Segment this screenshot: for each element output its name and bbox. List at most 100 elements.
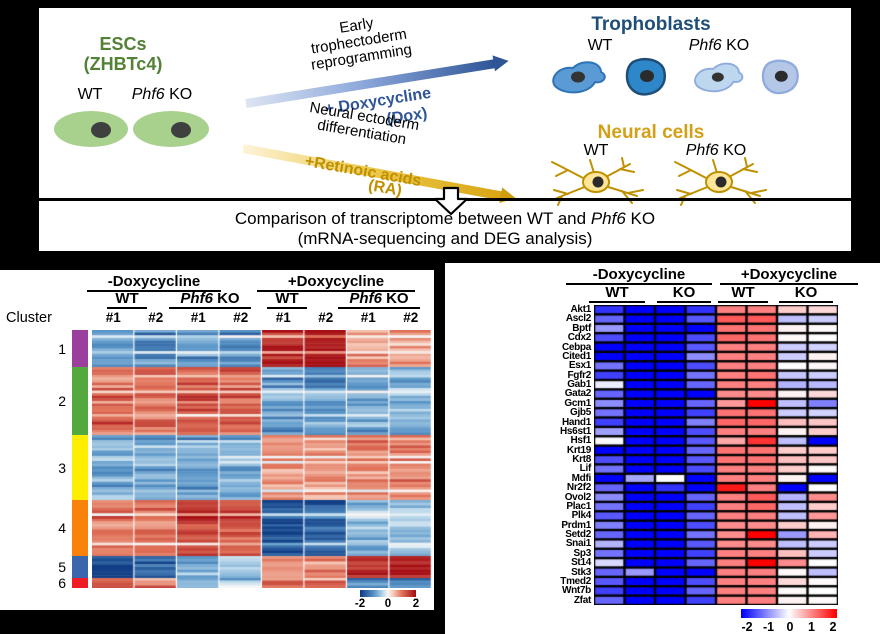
gene-label: St14 xyxy=(571,557,591,569)
cluster-heatmap-canvas xyxy=(92,330,432,588)
gene-label: Sp3 xyxy=(573,547,592,559)
genotype-header: WT xyxy=(107,291,147,309)
neuron-nucleus xyxy=(592,176,604,188)
esc-title: ESCs (ZHBTc4) xyxy=(53,34,193,74)
condition-header: -Doxycycline xyxy=(87,274,221,292)
cluster-bar-segment xyxy=(72,500,88,556)
cluster-number: 3 xyxy=(58,459,66,476)
troph-ko-spread-nucleus xyxy=(711,72,724,82)
gene-label: Plk4 xyxy=(571,510,592,522)
comparison-line2: (mRNA-sequencing and DEG analysis) xyxy=(297,229,593,248)
trophoblasts-title: Trophoblasts xyxy=(591,14,711,35)
genotype-text: WT xyxy=(115,290,139,307)
neural-wt-neuron xyxy=(551,157,644,206)
troph-wt-spread-nucleus xyxy=(571,71,585,83)
gene-label: Wnt7b xyxy=(561,585,591,597)
genotype-header: KO xyxy=(779,285,833,303)
gene-label: Hand1 xyxy=(561,416,591,428)
down-arrow-icon xyxy=(433,186,469,216)
esc-title-line1: ESCs xyxy=(99,34,147,54)
cluster-bar-segment xyxy=(72,435,88,500)
esc-ko-cell xyxy=(133,111,209,147)
condition-header: -Doxycycline xyxy=(566,267,712,285)
genotype-text: WT xyxy=(731,284,755,301)
gene-label: Zfat xyxy=(573,594,591,606)
genotype-header: WT xyxy=(718,285,768,303)
trophoblast-wt-cells xyxy=(552,58,666,96)
replicate-label: #1 xyxy=(190,310,206,325)
cluster-axis-label: Cluster xyxy=(6,310,52,326)
genotype-text: KO xyxy=(381,290,409,307)
esc-title-line2: (ZHBTc4) xyxy=(83,54,163,74)
genotype-text: KO xyxy=(672,284,696,301)
gene-label: Ovol2 xyxy=(564,491,592,503)
colorbar-tick-label: -2 xyxy=(741,620,753,634)
gene-label: Plac1 xyxy=(566,500,591,512)
cluster-number: 2 xyxy=(58,393,66,409)
esc-wt-label: WT xyxy=(77,86,103,103)
replicate-label: #1 xyxy=(275,310,291,325)
genotype-text: KO xyxy=(794,284,818,301)
gene-label: Hs6st1 xyxy=(560,425,591,437)
replicate-label: #2 xyxy=(148,310,164,325)
neural-ko-suffix: KO xyxy=(718,142,747,159)
trophoblast-ko-cells xyxy=(694,59,799,95)
cluster-bar-segment xyxy=(72,578,88,588)
gene-label: Snai1 xyxy=(565,538,591,550)
replicate-label: #2 xyxy=(403,310,419,325)
gene-label: Ascl2 xyxy=(565,313,591,325)
colorbar-tick-label: 2 xyxy=(412,598,420,610)
gene-label: Cdx2 xyxy=(567,332,592,344)
gene-label: Tmed2 xyxy=(560,575,591,587)
trophoblast-ko-suffix: KO xyxy=(721,37,750,54)
gene-label: Krt8 xyxy=(572,454,591,465)
esc-ko-nucleus xyxy=(171,122,191,138)
trophoblast-cells-graphic xyxy=(552,58,799,96)
comparison-line1: Comparison of transcriptome between WT a… xyxy=(39,209,851,228)
trophoblast-ko-label: Phf6 KO xyxy=(669,38,769,54)
gene-label: Gab1 xyxy=(567,379,591,390)
gene-label: Fgfr2 xyxy=(567,369,591,381)
gene-label: Gjb5 xyxy=(569,407,591,419)
trophoblast-wt-label: WT xyxy=(587,37,613,54)
cluster-heatmap-panel: -Doxycycline +Doxycycline WT Phf6 KO WT Phf6… xyxy=(0,270,434,610)
esc-cells-graphic xyxy=(54,111,209,147)
gene-label: Esx1 xyxy=(568,360,591,372)
neural-ko-gene: Phf6 xyxy=(685,142,719,159)
comparison-line1-prefix: Comparison of transcriptome between WT a… xyxy=(234,209,591,228)
cluster-number: 4 xyxy=(58,520,66,536)
cluster-number: 6 xyxy=(58,575,66,591)
gene-label: Bptf xyxy=(572,322,591,334)
troph-ko-round-nucleus xyxy=(774,70,788,82)
gene-label: Krt19 xyxy=(566,444,591,456)
colorbar-tick-label: 2 xyxy=(829,620,837,634)
neuron-nucleus xyxy=(715,176,727,188)
genotype-header: WT xyxy=(267,291,307,309)
genotype-header: WT xyxy=(589,285,645,303)
neuron-dendrites xyxy=(551,157,644,206)
colorbar-tick-label: -1 xyxy=(762,620,775,634)
colorbar-tick-label: 0 xyxy=(384,598,392,610)
colorbar-tick-label: 0 xyxy=(786,620,794,634)
genotype-gene-italic: Phf6 xyxy=(349,290,382,307)
esc-ko-label: Phf6 KO xyxy=(117,87,207,103)
esc-ko-suffix: KO xyxy=(164,86,193,103)
cluster-bar-segment xyxy=(72,367,88,435)
gene-label: Setd2 xyxy=(565,529,591,540)
gene-label: Stk3 xyxy=(571,566,591,578)
gene-label: Akt1 xyxy=(570,304,592,315)
replicate-label: #2 xyxy=(233,310,249,325)
gene-heatmap-panel: -Doxycycline +Doxycycline WT KO WT KO Akt1 As… xyxy=(445,263,880,634)
gene-label: Gata2 xyxy=(564,388,592,400)
replicate-label: #2 xyxy=(318,310,334,325)
neural-cells-title: Neural cells xyxy=(597,122,705,143)
gene-label: Lif xyxy=(579,463,592,475)
cluster-number: 5 xyxy=(58,559,66,575)
gene-label: Gcm1 xyxy=(564,397,591,409)
genotype-text: KO xyxy=(212,290,240,307)
cluster-number: 1 xyxy=(58,340,66,357)
gene-label: Cebpa xyxy=(561,341,591,353)
esc-wt-cell xyxy=(54,111,128,147)
esc-ko-gene: Phf6 xyxy=(131,86,165,103)
